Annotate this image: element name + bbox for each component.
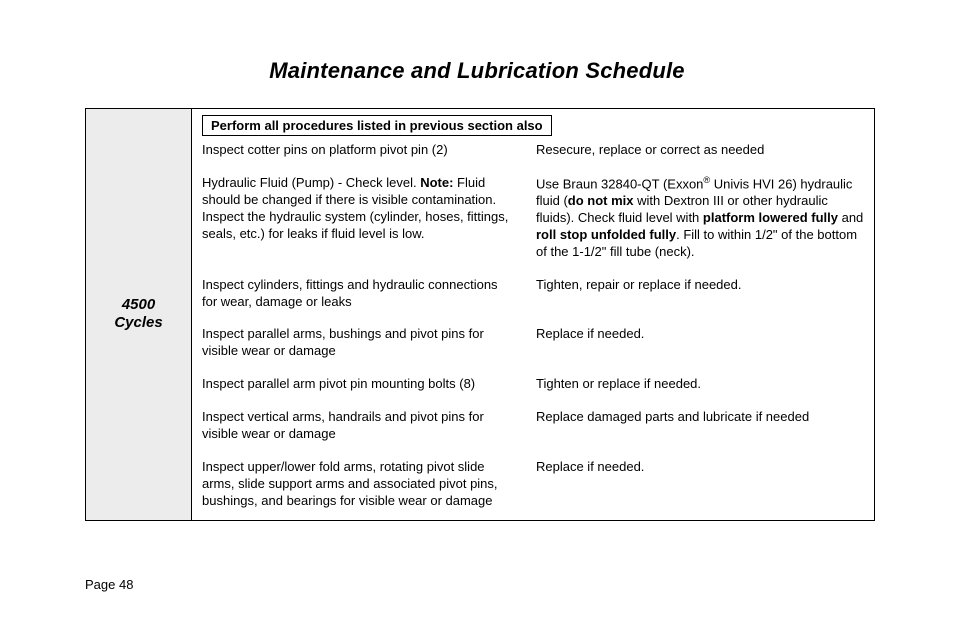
page-number: Page 48 bbox=[85, 577, 133, 592]
notice-box: Perform all procedures listed in previou… bbox=[202, 115, 552, 136]
action-text: Replace if needed. bbox=[536, 459, 864, 510]
action-text: Tighten or replace if needed. bbox=[536, 376, 864, 393]
action-text: Replace damaged parts and lubricate if n… bbox=[536, 409, 864, 443]
cycle-cell: 4500 Cycles bbox=[86, 109, 192, 520]
procedure-text: Inspect parallel arm pivot pin mounting … bbox=[202, 376, 512, 393]
procedure-text: Hydraulic Fluid (Pump) - Check level. No… bbox=[202, 175, 512, 261]
table-row: Hydraulic Fluid (Pump) - Check level. No… bbox=[202, 175, 864, 261]
procedure-text: Inspect cylinders, fittings and hydrauli… bbox=[202, 277, 512, 311]
cycle-label: 4500 Cycles bbox=[114, 296, 162, 334]
procedure-text: Inspect vertical arms, handrails and piv… bbox=[202, 409, 512, 443]
content-cell: Perform all procedures listed in previou… bbox=[192, 109, 874, 520]
table-row: Inspect upper/lower fold arms, rotating … bbox=[202, 459, 864, 510]
table-row: Inspect vertical arms, handrails and piv… bbox=[202, 409, 864, 443]
action-text: Use Braun 32840-QT (Exxon® Univis HVI 26… bbox=[536, 175, 864, 261]
cycle-count: 4500 bbox=[122, 296, 155, 313]
table-rows: Inspect cotter pins on platform pivot pi… bbox=[202, 142, 864, 510]
table-row: Inspect cylinders, fittings and hydrauli… bbox=[202, 277, 864, 311]
table-row: Inspect parallel arm pivot pin mounting … bbox=[202, 376, 864, 393]
procedure-text: Inspect upper/lower fold arms, rotating … bbox=[202, 459, 512, 510]
table-row: Inspect cotter pins on platform pivot pi… bbox=[202, 142, 864, 159]
page-title: Maintenance and Lubrication Schedule bbox=[0, 58, 954, 84]
page: Maintenance and Lubrication Schedule 450… bbox=[0, 0, 954, 618]
action-text: Replace if needed. bbox=[536, 326, 864, 360]
cycle-word: Cycles bbox=[114, 314, 162, 331]
action-text: Tighten, repair or replace if needed. bbox=[536, 277, 864, 311]
procedure-text: Inspect cotter pins on platform pivot pi… bbox=[202, 142, 512, 159]
schedule-table: 4500 Cycles Perform all procedures liste… bbox=[85, 108, 875, 521]
procedure-text: Inspect parallel arms, bushings and pivo… bbox=[202, 326, 512, 360]
action-text: Resecure, replace or correct as needed bbox=[536, 142, 864, 159]
table-row: Inspect parallel arms, bushings and pivo… bbox=[202, 326, 864, 360]
